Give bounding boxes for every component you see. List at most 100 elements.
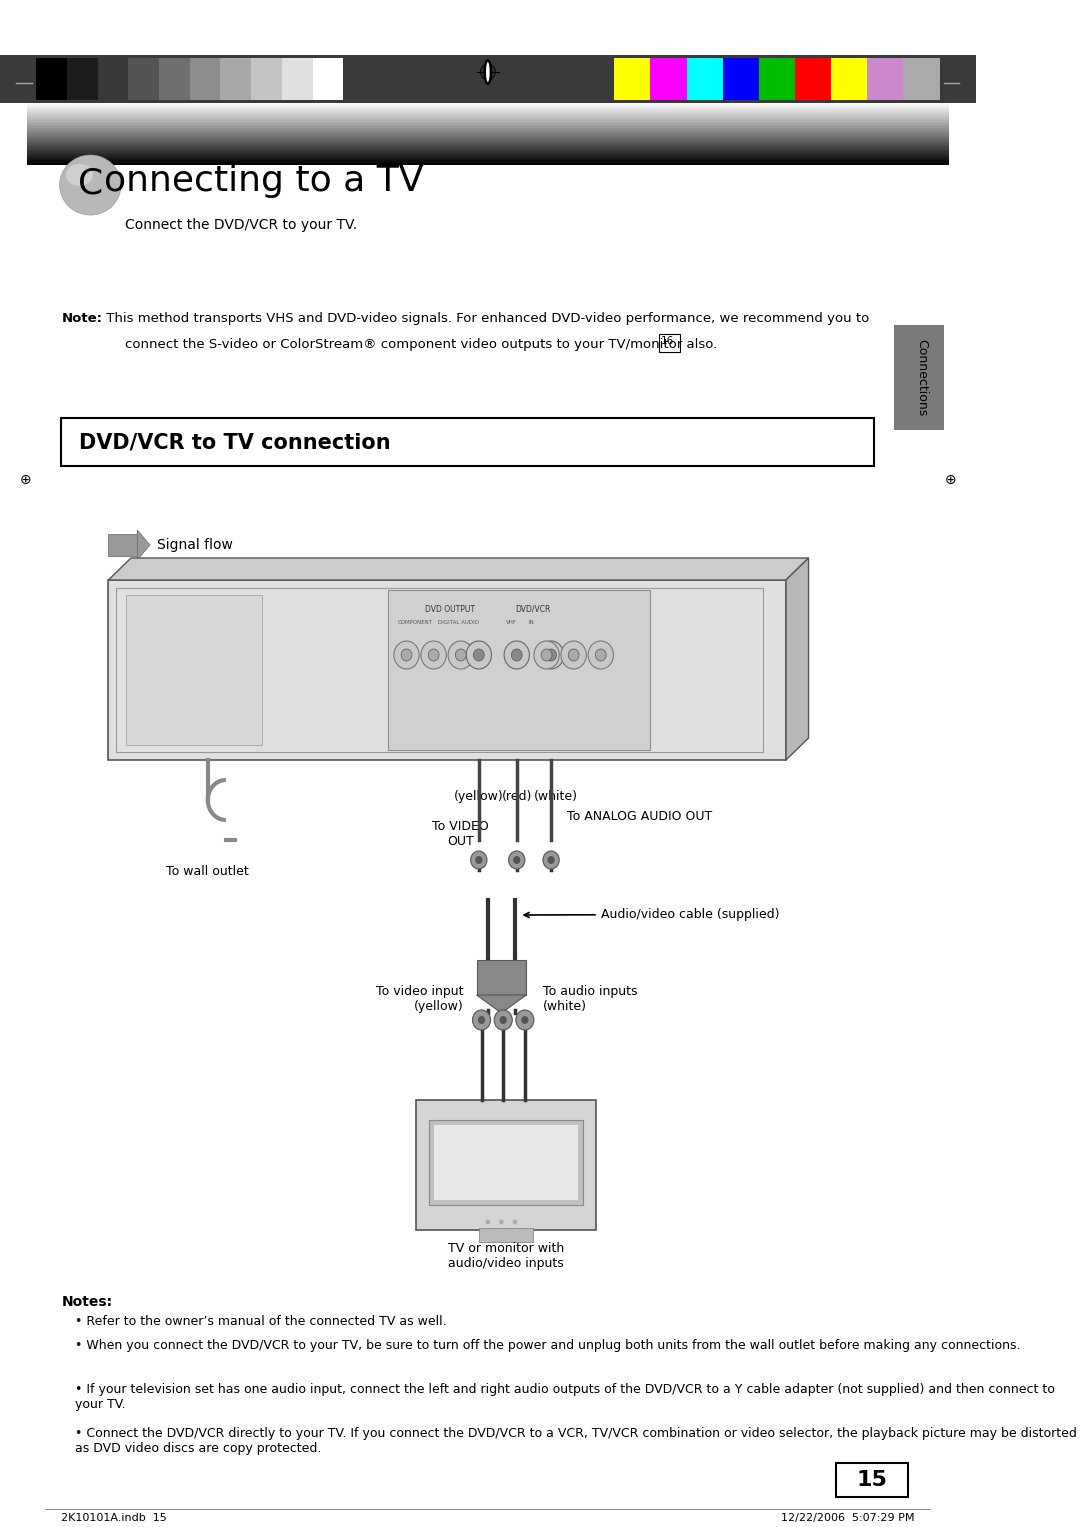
Bar — [389, 589, 650, 750]
Bar — [27, 131, 948, 134]
Bar — [27, 115, 948, 118]
Bar — [27, 154, 948, 156]
Polygon shape — [137, 530, 150, 560]
Bar — [27, 130, 948, 133]
Bar — [27, 128, 948, 131]
Circle shape — [467, 641, 491, 669]
Bar — [434, 1125, 578, 1200]
Text: To ANALOG AUDIO OUT: To ANALOG AUDIO OUT — [567, 809, 713, 823]
Text: TV or monitor with
audio/video inputs: TV or monitor with audio/video inputs — [448, 1241, 564, 1270]
Text: This method transports VHS and DVD-video signals. For enhanced DVD-video perform: This method transports VHS and DVD-video… — [103, 312, 869, 325]
Bar — [62, 418, 875, 466]
Circle shape — [499, 1220, 503, 1225]
Circle shape — [545, 649, 556, 661]
Ellipse shape — [484, 60, 492, 86]
Circle shape — [401, 649, 411, 661]
Bar — [759, 58, 795, 99]
Bar — [27, 142, 948, 144]
Bar — [659, 334, 680, 353]
Text: DVD/VCR: DVD/VCR — [515, 605, 551, 614]
Text: Audio/video cable (supplied): Audio/video cable (supplied) — [524, 909, 780, 921]
Bar — [836, 1463, 908, 1496]
Bar — [27, 110, 948, 113]
Circle shape — [534, 641, 559, 669]
Bar — [27, 107, 948, 110]
Bar — [27, 148, 948, 150]
Bar — [27, 139, 948, 142]
Bar — [67, 58, 97, 99]
Circle shape — [513, 1220, 517, 1225]
Circle shape — [509, 851, 525, 869]
Circle shape — [504, 641, 529, 669]
Bar — [27, 163, 948, 165]
Text: • If your television set has one audio input, connect the left and right audio o: • If your television set has one audio i… — [75, 1383, 1055, 1411]
Bar — [129, 58, 159, 99]
Bar — [0, 55, 975, 102]
Bar — [903, 58, 940, 99]
Circle shape — [548, 857, 555, 864]
Circle shape — [428, 649, 440, 661]
Text: Connect the DVD/VCR to your TV.: Connect the DVD/VCR to your TV. — [124, 218, 356, 232]
Bar — [27, 104, 948, 105]
Bar — [27, 118, 948, 121]
Circle shape — [394, 641, 419, 669]
Circle shape — [541, 649, 552, 661]
Text: 2K10101A.indb  15: 2K10101A.indb 15 — [62, 1513, 167, 1522]
Bar — [27, 127, 948, 130]
Bar — [476, 960, 526, 996]
Text: Note:: Note: — [62, 312, 103, 325]
Bar — [687, 58, 723, 99]
Circle shape — [543, 851, 559, 869]
Bar — [832, 58, 867, 99]
Polygon shape — [476, 996, 526, 1012]
Polygon shape — [786, 557, 809, 760]
Bar — [27, 108, 948, 111]
Bar — [27, 122, 948, 125]
Text: DVD/VCR to TV connection: DVD/VCR to TV connection — [80, 432, 391, 452]
Circle shape — [472, 1009, 490, 1031]
Text: IN: IN — [528, 620, 535, 625]
Text: ⊕: ⊕ — [19, 473, 31, 487]
Circle shape — [561, 641, 586, 669]
Bar — [894, 325, 944, 431]
Bar — [27, 116, 948, 119]
Text: To video input
(yellow): To video input (yellow) — [376, 985, 463, 1012]
Circle shape — [475, 857, 483, 864]
Bar — [36, 58, 67, 99]
Text: • Refer to the owner’s manual of the connected TV as well.: • Refer to the owner’s manual of the con… — [75, 1315, 447, 1328]
Circle shape — [471, 851, 487, 869]
Circle shape — [448, 641, 473, 669]
Bar — [27, 121, 948, 124]
Bar — [27, 156, 948, 157]
Bar — [615, 58, 650, 99]
Text: (white): (white) — [534, 789, 578, 803]
Circle shape — [473, 649, 484, 661]
Bar — [97, 58, 129, 99]
Circle shape — [595, 649, 606, 661]
Circle shape — [539, 641, 564, 669]
Polygon shape — [108, 557, 809, 580]
Text: ⊕: ⊕ — [945, 473, 956, 487]
Bar — [795, 58, 832, 99]
Circle shape — [500, 1015, 507, 1025]
Text: DVD OUTPUT: DVD OUTPUT — [424, 605, 474, 614]
Bar — [126, 596, 262, 745]
Text: C: C — [78, 166, 103, 200]
Text: To wall outlet: To wall outlet — [166, 864, 249, 878]
Circle shape — [568, 649, 579, 661]
Bar — [27, 157, 948, 159]
Bar — [27, 151, 948, 153]
Bar — [252, 58, 282, 99]
Bar — [108, 534, 137, 556]
Bar — [27, 153, 948, 154]
Text: • Connect the DVD/VCR directly to your TV. If you connect the DVD/VCR to a VCR, : • Connect the DVD/VCR directly to your T… — [75, 1428, 1077, 1455]
Text: 16: 16 — [661, 336, 675, 347]
Ellipse shape — [59, 156, 121, 215]
Bar — [27, 160, 948, 162]
Text: Connections: Connections — [916, 339, 929, 417]
Bar — [867, 58, 903, 99]
Bar — [27, 136, 948, 139]
Text: DIGITAL AUDIO: DIGITAL AUDIO — [438, 620, 480, 625]
Bar — [27, 105, 948, 107]
Text: Notes:: Notes: — [62, 1295, 112, 1309]
